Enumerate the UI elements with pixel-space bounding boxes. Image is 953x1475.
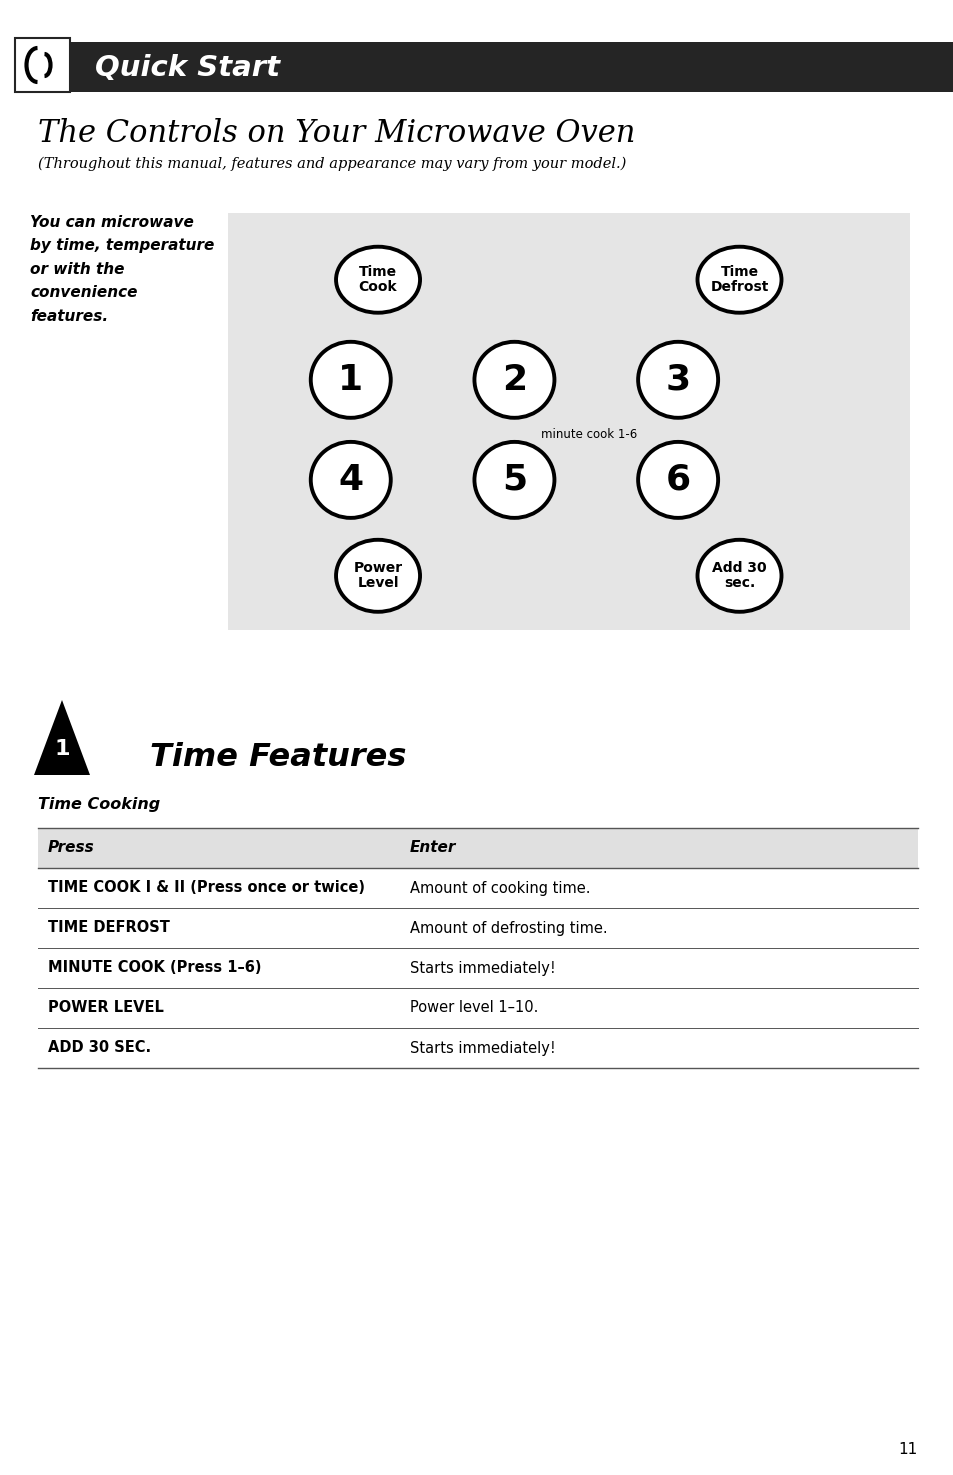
Text: Enter: Enter (410, 841, 456, 855)
Text: MINUTE COOK (Press 1–6): MINUTE COOK (Press 1–6) (48, 960, 261, 975)
Text: Time
Cook: Time Cook (358, 266, 397, 295)
Text: Power level 1–10.: Power level 1–10. (410, 1000, 537, 1015)
Text: Time Cooking: Time Cooking (38, 798, 160, 813)
Text: POWER LEVEL: POWER LEVEL (48, 1000, 164, 1015)
Ellipse shape (335, 246, 419, 313)
Ellipse shape (638, 442, 718, 518)
Text: 11: 11 (898, 1443, 917, 1457)
Ellipse shape (311, 442, 391, 518)
FancyBboxPatch shape (228, 212, 909, 630)
Text: Power
Level: Power Level (354, 562, 402, 590)
Ellipse shape (638, 342, 718, 417)
Ellipse shape (474, 442, 554, 518)
FancyBboxPatch shape (38, 827, 917, 867)
Text: ADD 30 SEC.: ADD 30 SEC. (48, 1040, 151, 1056)
Text: 4: 4 (338, 463, 363, 497)
Text: Add 30
sec.: Add 30 sec. (712, 562, 766, 590)
Text: 3: 3 (665, 363, 690, 397)
Text: TIME COOK I & II (Press once or twice): TIME COOK I & II (Press once or twice) (48, 881, 365, 895)
Text: 1: 1 (338, 363, 363, 397)
Text: 2: 2 (501, 363, 526, 397)
Text: 5: 5 (501, 463, 526, 497)
Text: You can microwave
by time, temperature
or with the
convenience
features.: You can microwave by time, temperature o… (30, 215, 214, 323)
Ellipse shape (697, 246, 781, 313)
Text: 6: 6 (665, 463, 690, 497)
Polygon shape (34, 701, 90, 774)
Ellipse shape (697, 540, 781, 612)
Text: Starts immediately!: Starts immediately! (410, 960, 556, 975)
Text: Starts immediately!: Starts immediately! (410, 1040, 556, 1056)
Text: minute cook 1-6: minute cook 1-6 (540, 428, 637, 441)
Text: TIME DEFROST: TIME DEFROST (48, 920, 170, 935)
Text: The Controls on Your Microwave Oven: The Controls on Your Microwave Oven (38, 118, 635, 149)
Text: Amount of defrosting time.: Amount of defrosting time. (410, 920, 607, 935)
Text: Quick Start: Quick Start (95, 55, 280, 83)
FancyBboxPatch shape (70, 41, 953, 91)
Text: Time Features: Time Features (150, 742, 406, 773)
Text: Time
Defrost: Time Defrost (710, 266, 768, 295)
Text: Press: Press (48, 841, 94, 855)
FancyBboxPatch shape (15, 38, 70, 91)
Ellipse shape (311, 342, 391, 417)
Ellipse shape (335, 540, 419, 612)
Ellipse shape (474, 342, 554, 417)
Text: (Throughout this manual, features and appearance may vary from your model.): (Throughout this manual, features and ap… (38, 156, 626, 171)
Text: 1: 1 (54, 739, 70, 758)
Text: Amount of cooking time.: Amount of cooking time. (410, 881, 590, 895)
